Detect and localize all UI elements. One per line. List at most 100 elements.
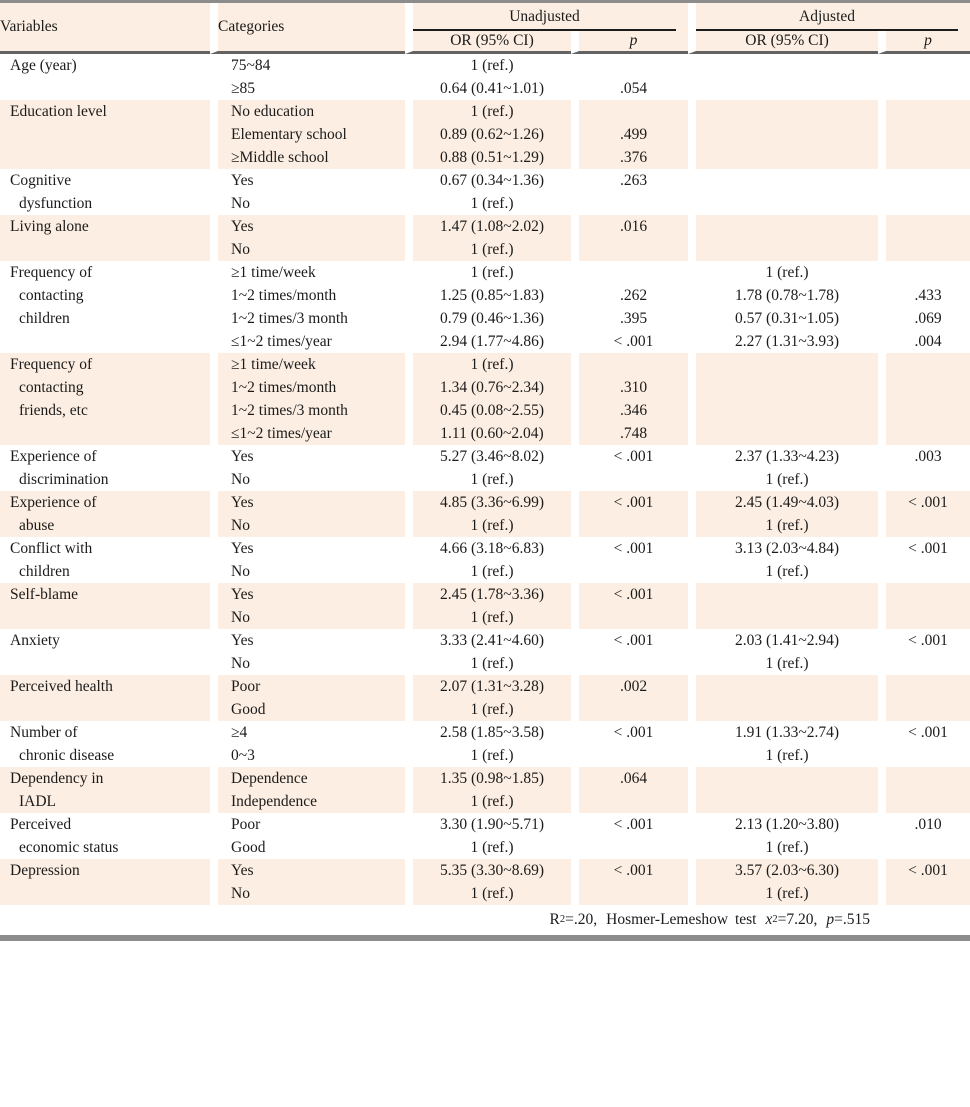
unadjusted-or-cell: 4.66 (3.18~6.83) 1 (ref.) bbox=[405, 537, 571, 583]
unadj-p-value: < .001 bbox=[613, 586, 654, 603]
adjusted-p-cell: .010 bbox=[878, 813, 970, 859]
unadj-or-value: 1 (ref.) bbox=[470, 517, 514, 534]
unadj-or-value: 1 (ref.) bbox=[470, 885, 514, 902]
unadjusted-p-cell: < .001 bbox=[571, 813, 688, 859]
categories-cell: ≥1 time/week 1~2 times/month 1~2 times/3 m… bbox=[210, 353, 405, 445]
variable-name-line: Number of bbox=[10, 724, 78, 741]
category-line: Yes bbox=[231, 862, 254, 879]
variable-name-line: chronic disease bbox=[19, 747, 115, 764]
adjusted-or-cell bbox=[688, 583, 879, 629]
r-squared-label: R bbox=[549, 911, 560, 928]
unadjusted-or-cell: 3.33 (2.41~4.60) 1 (ref.) bbox=[405, 629, 571, 675]
unadj-p-value: .499 bbox=[619, 126, 648, 143]
category-line: No bbox=[231, 517, 250, 534]
category-line: No bbox=[231, 655, 250, 672]
header-row-measures: OR (95% CI) p OR (95% CI) p bbox=[0, 31, 970, 54]
table-bottom-rule bbox=[0, 935, 970, 941]
category-line: ≤1~2 times/year bbox=[231, 333, 332, 350]
table-group-row: Perceived health Poor Good 2.07 (1.31~3.28)… bbox=[0, 675, 970, 721]
variable-cell: Age (year) bbox=[0, 54, 210, 100]
adjusted-or-cell: 3.57 (2.03~6.30) 1 (ref.) bbox=[688, 859, 879, 905]
adj-or-value bbox=[696, 54, 878, 77]
unadj-or-value: 0.88 (0.51~1.29) bbox=[440, 149, 544, 166]
adj-p-value bbox=[886, 560, 970, 583]
unadj-or-value: 1 (ref.) bbox=[470, 103, 514, 120]
adj-or-value: 1.91 (1.33~2.74) bbox=[735, 724, 839, 741]
category-line: Independence bbox=[231, 793, 318, 810]
adj-or-value: 1 (ref.) bbox=[765, 264, 809, 281]
table-group-row: Conflict with children Yes No 4.66 (3.18~6.8… bbox=[0, 537, 970, 583]
table-group-row: Experience of abuse Yes No 4.85 (3.36~6.99) 1… bbox=[0, 491, 970, 537]
adj-p-value bbox=[886, 54, 970, 77]
categories-cell: Yes No bbox=[210, 629, 405, 675]
adj-or-value: 3.57 (2.03~6.30) bbox=[735, 862, 839, 879]
category-line: No bbox=[231, 563, 250, 580]
adjusted-or-cell: 1 (ref.) 1.78 (0.78~1.78) 0.57 (0.31~1.05)… bbox=[688, 261, 878, 353]
adj-p-value bbox=[886, 698, 970, 721]
column-group-adjusted: Adjusted bbox=[688, 3, 970, 31]
unadj-or-value: 0.64 (0.41~1.01) bbox=[440, 80, 544, 97]
unadj-or-value: 1 (ref.) bbox=[470, 264, 514, 281]
variable-cell: Number of chronic disease bbox=[0, 721, 210, 767]
adj-p-value bbox=[886, 376, 970, 399]
unadj-or-value: 1 (ref.) bbox=[470, 563, 514, 580]
unadj-p-value bbox=[579, 54, 688, 77]
adjusted-p-cell bbox=[878, 583, 970, 629]
unadj-p-value bbox=[579, 238, 688, 261]
adj-or-value: 1 (ref.) bbox=[765, 563, 809, 580]
categories-cell: Yes No bbox=[210, 169, 405, 215]
unadjusted-or-cell: 5.35 (3.30~8.69) 1 (ref.) bbox=[405, 859, 571, 905]
unadjusted-or-cell: 3.30 (1.90~5.71) 1 (ref.) bbox=[405, 813, 571, 859]
table-group-row: Age (year) 75~84 ≥85 1 (ref.) 0.64 (0.41~1.0… bbox=[0, 54, 970, 100]
p-symbol: p bbox=[826, 911, 835, 928]
table-group-row: Number of chronic disease ≥4 0~3 2.58 (1.85~… bbox=[0, 721, 970, 767]
logistic-regression-table: Variables Categories Unadjusted Adjusted… bbox=[0, 3, 970, 905]
categories-cell: 75~84 ≥85 bbox=[210, 54, 405, 100]
unadj-p-value bbox=[579, 560, 688, 583]
adj-or-value bbox=[696, 790, 878, 813]
variable-name-line: discrimination bbox=[19, 471, 109, 488]
unadj-or-value: 1 (ref.) bbox=[470, 57, 514, 74]
adj-or-value: 2.13 (1.20~3.80) bbox=[735, 816, 839, 833]
categories-cell: Yes No bbox=[210, 537, 405, 583]
variable-cell: Perceived health bbox=[0, 675, 210, 721]
variable-name-line: Education level bbox=[10, 103, 107, 120]
unadj-or-value: 1 (ref.) bbox=[470, 793, 514, 810]
table-group-row: Experience of discrimination Yes No 5.27 (3.… bbox=[0, 445, 970, 491]
unadj-p-value bbox=[579, 698, 688, 721]
adjusted-or-cell: 2.03 (1.41~2.94) 1 (ref.) bbox=[688, 629, 878, 675]
variable-name-line: Experience of bbox=[10, 448, 97, 465]
adj-p-value bbox=[886, 468, 970, 491]
unadjusted-p-cell: .016 bbox=[571, 215, 689, 261]
adj-p-value bbox=[886, 790, 970, 813]
categories-cell: Yes No bbox=[210, 491, 405, 537]
unadj-or-value: 0.79 (0.46~1.36) bbox=[440, 310, 544, 327]
adj-or-value: 1 (ref.) bbox=[765, 885, 809, 902]
category-line: ≥1 time/week bbox=[231, 356, 316, 373]
table-group-row: Dependency in IADL Dependence Independence 1… bbox=[0, 767, 970, 813]
adjusted-or-cell bbox=[688, 169, 878, 215]
adj-p-value bbox=[886, 514, 970, 537]
unadj-p-value bbox=[579, 353, 688, 376]
unadjusted-or-cell: 0.67 (0.34~1.36) 1 (ref.) bbox=[405, 169, 571, 215]
unadj-p-value: .016 bbox=[619, 218, 648, 235]
unadj-p-value: .395 bbox=[619, 310, 648, 327]
category-line: 75~84 bbox=[231, 57, 271, 74]
unadj-p-value: < .001 bbox=[613, 540, 654, 557]
adj-or-value: 2.03 (1.41~2.94) bbox=[735, 632, 839, 649]
unadjusted-p-cell: .310 .346 .748 bbox=[571, 353, 689, 445]
category-line: Poor bbox=[231, 678, 261, 695]
table-group-row: Frequency of contacting friends, etc ≥1 tim… bbox=[0, 353, 970, 445]
unadj-p-value bbox=[579, 836, 688, 859]
adj-p-value bbox=[886, 744, 970, 767]
variable-name-line: Perceived health bbox=[10, 678, 113, 695]
unadjusted-or-cell: 2.58 (1.85~3.58) 1 (ref.) bbox=[405, 721, 571, 767]
category-line: Yes bbox=[231, 218, 254, 235]
r-squared-value: =.20, bbox=[565, 911, 598, 928]
adjusted-p-cell bbox=[878, 353, 970, 445]
unadj-or-value: 1.11 (0.60~2.04) bbox=[440, 425, 544, 442]
adj-p-value bbox=[886, 675, 970, 698]
unadj-p-value bbox=[579, 261, 688, 284]
unadjusted-p-cell: < .001 bbox=[571, 445, 688, 491]
adjusted-or-cell: 1.91 (1.33~2.74) 1 (ref.) bbox=[688, 721, 878, 767]
